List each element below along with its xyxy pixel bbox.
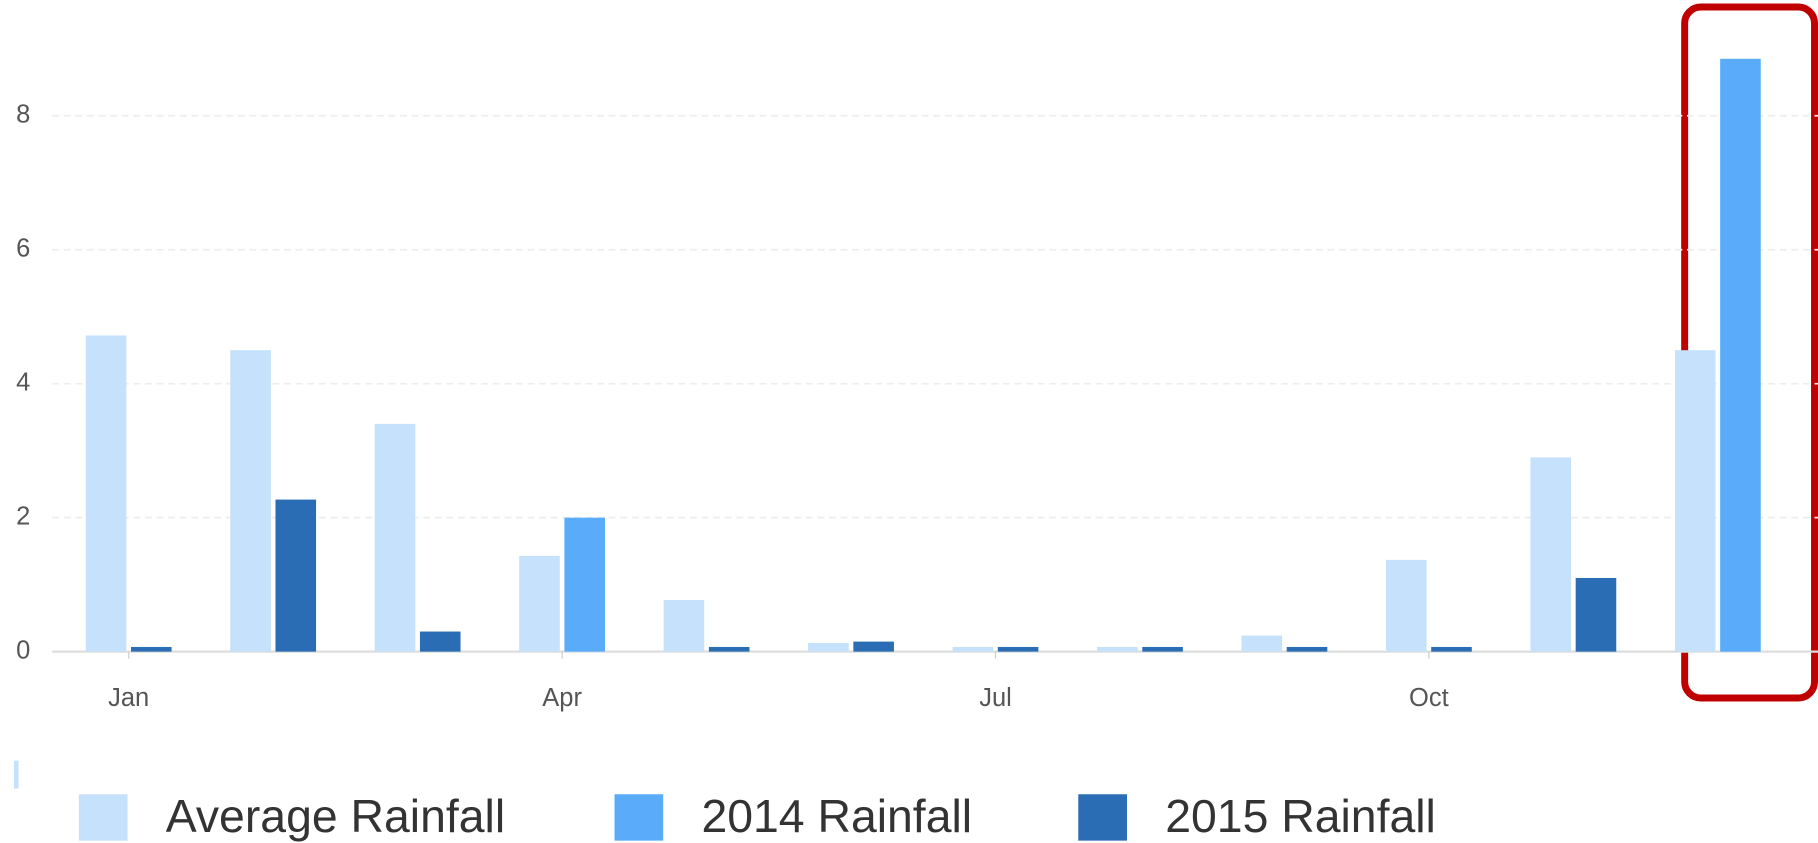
bar <box>853 641 894 652</box>
y-tick-label: 6 <box>16 234 30 262</box>
bar <box>663 600 705 652</box>
y-tick-label: 8 <box>16 100 30 128</box>
bar <box>1286 646 1328 652</box>
bar <box>1575 577 1617 652</box>
y-tick-label: 2 <box>16 502 30 530</box>
x-tick-label: Apr <box>542 684 582 712</box>
bar <box>1530 457 1572 652</box>
bar <box>275 499 317 652</box>
y-tick-label: 0 <box>16 636 30 664</box>
legend-swatch <box>614 794 664 841</box>
bar <box>1431 646 1472 652</box>
bar <box>1385 559 1427 652</box>
y-tick-label: 4 <box>16 368 30 396</box>
bar <box>952 646 994 652</box>
bar <box>85 335 127 652</box>
legend-label: 2015 Rainfall <box>1165 790 1436 842</box>
bar <box>131 646 172 652</box>
bar <box>1241 635 1283 652</box>
bar <box>419 631 461 652</box>
bar <box>1142 646 1183 652</box>
x-tick-label: Jul <box>979 684 1012 712</box>
bar <box>519 555 560 652</box>
bar <box>708 646 750 652</box>
legend-label: Average Rainfall <box>166 790 505 842</box>
bar <box>808 642 849 652</box>
bar <box>1674 350 1716 652</box>
bar <box>230 350 271 652</box>
legend-swatch <box>78 794 128 841</box>
bar <box>1097 646 1138 652</box>
bar <box>564 517 605 652</box>
bar <box>374 423 416 652</box>
legend-label: 2014 Rainfall <box>701 790 972 842</box>
x-tick-label: Oct <box>1409 684 1449 712</box>
legend-swatch <box>1078 794 1127 841</box>
x-tick-label: Jan <box>108 684 149 712</box>
decoration <box>13 760 19 789</box>
bar <box>1720 58 1761 652</box>
bar <box>997 646 1039 652</box>
